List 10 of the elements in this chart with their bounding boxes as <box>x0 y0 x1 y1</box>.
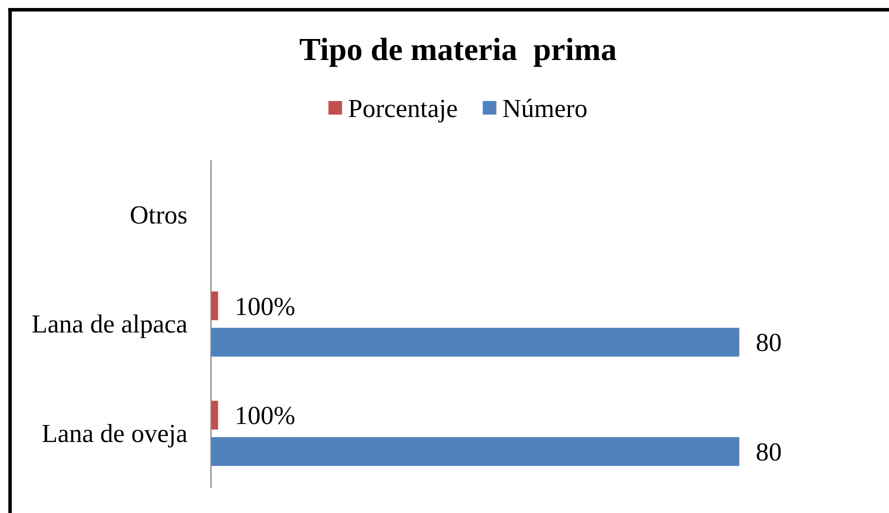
chart-title: Tipo de materia prima <box>299 31 617 67</box>
y-tick-label: Lana de oveja <box>42 418 188 448</box>
data-label: 100% <box>234 401 296 430</box>
data-label: 100% <box>234 292 296 321</box>
y-tick-label: Otros <box>130 200 188 230</box>
data-label: 80 <box>756 438 782 467</box>
legend-label: Número <box>502 94 588 123</box>
y-tick-label: Lana de alpaca <box>32 310 188 339</box>
data-label: 80 <box>756 328 782 358</box>
legend-label: Porcentaje <box>348 94 458 123</box>
